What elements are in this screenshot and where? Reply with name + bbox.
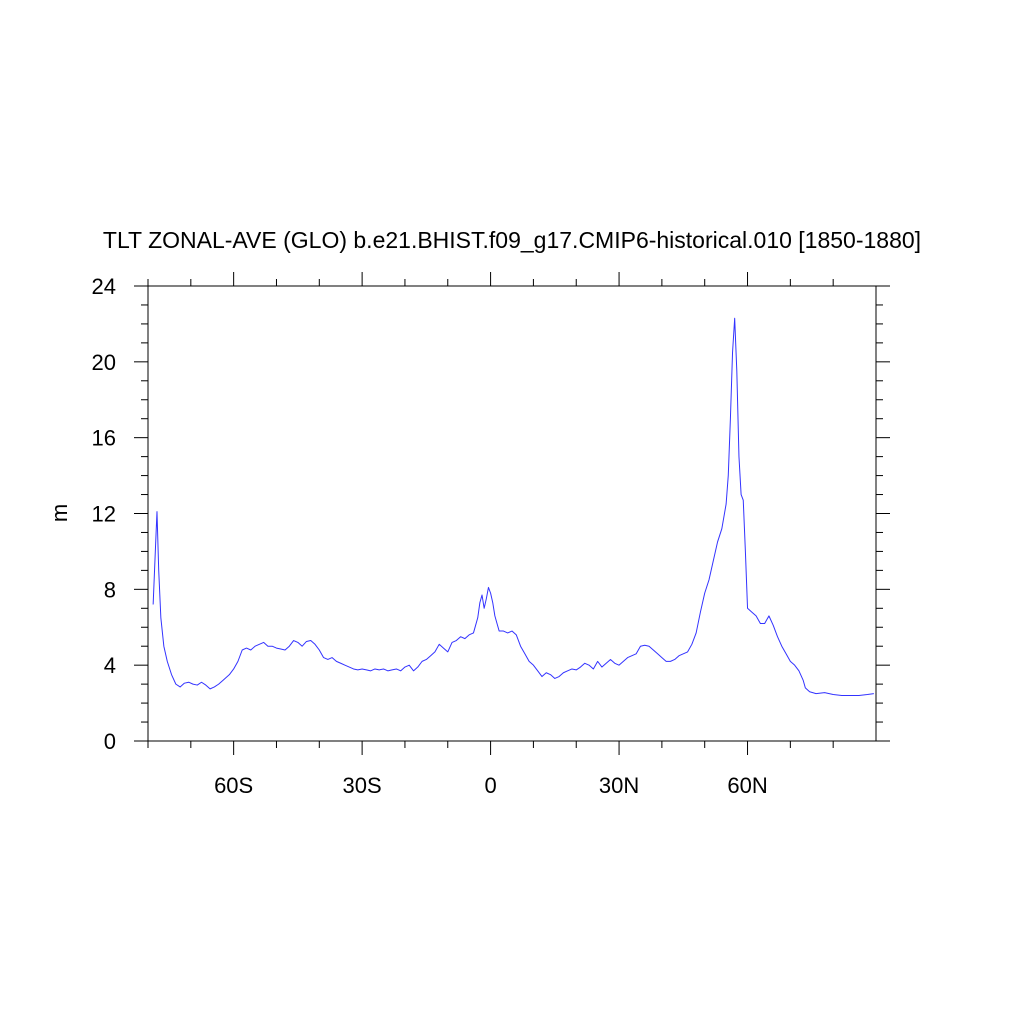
- series-layer: [152, 317, 874, 696]
- y-tick-label: 16: [92, 426, 116, 451]
- y-tick-label: 24: [92, 274, 116, 299]
- x-tick-label: 30N: [599, 773, 639, 798]
- y-tick-label: 0: [104, 729, 116, 754]
- plot-frame: [147, 285, 877, 742]
- major-ticks: [134, 272, 890, 755]
- chart-title: TLT ZONAL-AVE (GLO) b.e21.BHIST.f09_g17.…: [103, 227, 921, 253]
- series-line-0: [152, 317, 874, 696]
- x-tick-label: 0: [484, 773, 496, 798]
- tick-labels: 60S 30S 0 30N 60N 0 4 8 12 16 20 24: [92, 274, 768, 798]
- y-tick-label: 8: [104, 577, 116, 602]
- minor-ticks: [141, 279, 883, 748]
- y-tick-label: 20: [92, 350, 116, 375]
- x-tick-label: 30S: [343, 773, 382, 798]
- x-tick-label: 60N: [727, 773, 767, 798]
- y-axis-label: m: [47, 504, 72, 522]
- y-tick-label: 12: [92, 502, 116, 527]
- y-tick-label: 4: [104, 653, 116, 678]
- x-tick-label: 60S: [214, 773, 253, 798]
